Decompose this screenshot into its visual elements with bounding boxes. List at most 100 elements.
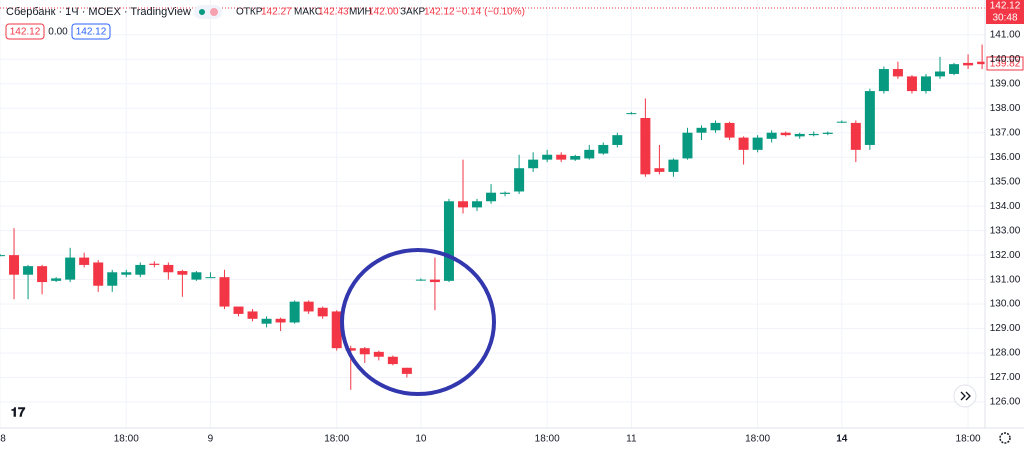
status-dot bbox=[199, 9, 205, 15]
candle-body bbox=[528, 159, 539, 169]
low-value: 142.00 bbox=[368, 7, 399, 18]
candle-body bbox=[696, 127, 707, 133]
y-tick-label: 133.00 bbox=[990, 225, 1021, 236]
candle-body bbox=[977, 61, 985, 65]
candle-body bbox=[303, 301, 314, 312]
candle-body bbox=[149, 263, 160, 265]
candle-body bbox=[93, 262, 104, 286]
marker-price: 139.82 bbox=[990, 59, 1021, 70]
candle-body bbox=[23, 266, 34, 275]
close-value: 142.12 bbox=[424, 7, 455, 18]
x-tick-label: 14 bbox=[836, 434, 848, 445]
candle-body bbox=[892, 69, 903, 77]
candle-body bbox=[79, 257, 90, 265]
y-tick-label: 129.00 bbox=[990, 323, 1021, 334]
candle-body bbox=[794, 133, 805, 137]
candle-body bbox=[275, 318, 286, 323]
candle-body bbox=[191, 272, 202, 280]
y-tick-label: 131.00 bbox=[990, 274, 1021, 285]
settings-icon[interactable] bbox=[999, 432, 1011, 444]
countdown: 30:48 bbox=[992, 13, 1017, 24]
symbol: Сбербанк · 1Ч · MOEX · TradingView bbox=[6, 6, 191, 18]
candle-body bbox=[135, 264, 146, 275]
y-tick-label: 130.00 bbox=[990, 299, 1021, 310]
x-tick-label: 18:00 bbox=[745, 434, 770, 445]
candle-body bbox=[906, 76, 917, 92]
candle-body bbox=[457, 201, 468, 208]
candle-body bbox=[514, 168, 525, 192]
candle-body bbox=[472, 201, 483, 208]
x-tick-label: 10 bbox=[415, 434, 427, 445]
y-tick-label: 134.00 bbox=[990, 201, 1021, 212]
y-tick-label: 135.00 bbox=[990, 176, 1021, 187]
y-tick-label: 139.00 bbox=[990, 78, 1021, 89]
candle-body bbox=[359, 348, 370, 355]
y-tick-label: 132.00 bbox=[990, 250, 1021, 261]
candle-body bbox=[121, 272, 132, 275]
high-label: МАКС bbox=[294, 7, 322, 18]
y-tick-label: 137.00 bbox=[990, 127, 1021, 138]
candle-body bbox=[570, 155, 581, 160]
high-value: 142.43 bbox=[318, 7, 349, 18]
candle-body bbox=[289, 301, 300, 323]
candle-body bbox=[935, 71, 946, 77]
candle-body bbox=[752, 137, 763, 150]
candle-body bbox=[163, 264, 174, 273]
x-tick-label: 18:00 bbox=[535, 434, 560, 445]
bid-box[interactable] bbox=[5, 23, 45, 40]
candle-body bbox=[738, 137, 749, 150]
candle-body bbox=[542, 154, 553, 160]
candle-body bbox=[177, 271, 188, 275]
candle-body bbox=[626, 113, 637, 115]
candle-body bbox=[963, 62, 974, 66]
candle-body bbox=[9, 255, 20, 275]
x-tick-label: 18:00 bbox=[956, 434, 981, 445]
marker-badge bbox=[986, 56, 1024, 71]
spread: 0.00 bbox=[48, 27, 68, 38]
candle-body bbox=[612, 135, 623, 145]
last-price: 142.12 bbox=[990, 1, 1021, 12]
ask-box[interactable] bbox=[71, 23, 111, 40]
candle-body bbox=[345, 348, 356, 351]
x-tick-label: 8 bbox=[0, 434, 6, 445]
candle-body bbox=[724, 122, 735, 138]
open-label: ОТКР bbox=[236, 7, 263, 18]
x-tick-label: 18:00 bbox=[114, 434, 139, 445]
candle-body bbox=[640, 118, 651, 175]
scroll-icon bbox=[960, 391, 971, 401]
candle-body bbox=[864, 91, 875, 145]
candle-body bbox=[443, 201, 454, 281]
candle-body bbox=[233, 306, 244, 314]
candle-body bbox=[486, 192, 497, 202]
candle-body bbox=[668, 159, 679, 172]
tv-logo[interactable]: 𝟏𝟕 bbox=[11, 404, 26, 419]
open-value: 142.27 bbox=[261, 7, 292, 18]
y-tick-label: 136.00 bbox=[990, 152, 1021, 163]
candle-body bbox=[556, 154, 567, 160]
candle-body bbox=[598, 144, 609, 154]
last-price-badge bbox=[986, 0, 1024, 24]
candle-body bbox=[387, 356, 398, 365]
candle-body bbox=[401, 367, 412, 374]
candle-body bbox=[65, 257, 76, 280]
candle-body bbox=[0, 255, 5, 257]
x-tick-label: 11 bbox=[626, 434, 637, 445]
candle-body bbox=[920, 76, 931, 92]
y-tick-label: 138.00 bbox=[990, 103, 1021, 114]
y-tick-label: 140.00 bbox=[990, 54, 1021, 65]
candle-body bbox=[766, 132, 777, 139]
bid: 142.12 bbox=[10, 27, 41, 38]
y-tick-label: 126.00 bbox=[990, 397, 1021, 408]
close-label: ЗАКР bbox=[400, 7, 426, 18]
candle-body bbox=[710, 122, 721, 131]
candle-body bbox=[500, 192, 511, 194]
candle-body bbox=[219, 277, 230, 307]
candle-body bbox=[878, 69, 889, 92]
candle-body bbox=[51, 278, 62, 281]
y-tick-label: 128.00 bbox=[990, 348, 1021, 359]
candle-body bbox=[331, 311, 342, 349]
status-icon bbox=[210, 8, 218, 16]
candle-body bbox=[808, 133, 819, 136]
candle-body bbox=[415, 279, 426, 281]
